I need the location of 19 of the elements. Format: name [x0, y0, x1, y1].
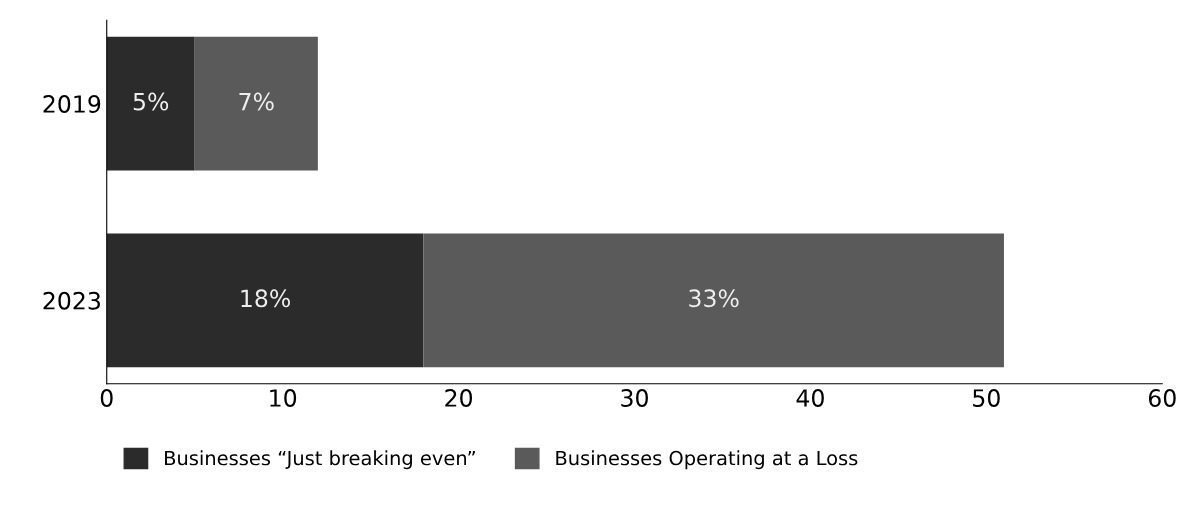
bar [423, 233, 1004, 368]
x-tick-label: 10 [270, 389, 297, 407]
x-tick-label: 60 [1148, 389, 1176, 407]
y-tick-label: 2019 [43, 95, 101, 113]
bar [194, 36, 318, 171]
data-label: 33% [689, 289, 739, 308]
x-tick-label: 0 [100, 389, 113, 407]
x-tick-label: 50 [973, 389, 1000, 407]
legend-label: Businesses Operating at a Loss [556, 450, 858, 470]
x-tick-label: 20 [445, 389, 473, 407]
data-label: 18% [241, 289, 291, 308]
bar [106, 233, 424, 368]
legend-label: Businesses “Just breaking even” [165, 450, 475, 470]
x-tick-label: 30 [621, 389, 648, 407]
bar [106, 36, 195, 171]
y-tick-label: 2023 [43, 291, 100, 310]
data-label: 7% [239, 92, 274, 111]
data-label: 5% [133, 92, 169, 111]
x-tick-label: 40 [796, 389, 824, 407]
